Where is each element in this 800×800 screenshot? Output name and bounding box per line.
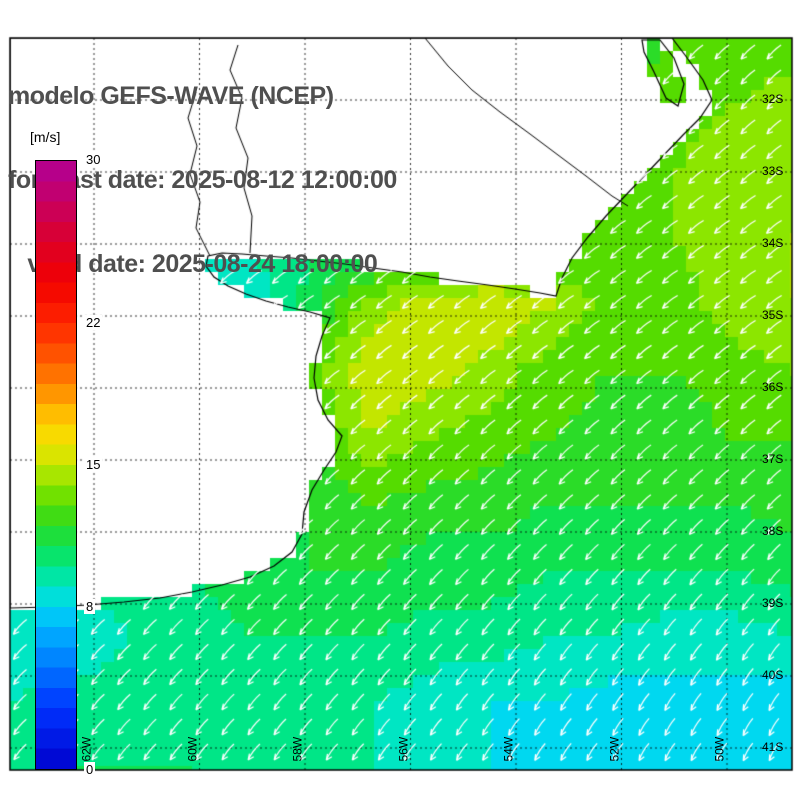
lon-label: 50W [712,736,727,762]
legend-tick-label: 30 [84,152,103,167]
lat-label: 35S [762,308,784,322]
lon-label: 54W [501,736,516,762]
lon-label: 60W [185,736,199,762]
lon-label: 62W [79,736,94,762]
legend-tick-label: 8 [84,599,96,615]
lon-label: 56W [396,736,410,762]
legend-tick-label: 15 [84,457,103,472]
lat-label: 41S [762,740,784,754]
lat-label: 36S [762,380,784,394]
lat-label: 33S [762,164,784,178]
lon-label: 58W [290,736,305,762]
lat-label: 39S [762,596,784,610]
lat-label: 40S [762,668,784,682]
lat-label: 38S [762,524,784,538]
legend-tick-label: 22 [84,314,103,330]
legend-units-label: [m/s] [28,129,63,145]
model-title: modelo GEFS-WAVE (NCEP) [8,82,334,110]
legend-colorbar [35,160,77,770]
lat-label: 32S [762,92,784,106]
legend-tick-label: 0 [84,762,96,777]
lat-label: 34S [762,236,784,250]
lon-label: 52W [607,736,621,762]
lat-label: 37S [762,452,784,466]
